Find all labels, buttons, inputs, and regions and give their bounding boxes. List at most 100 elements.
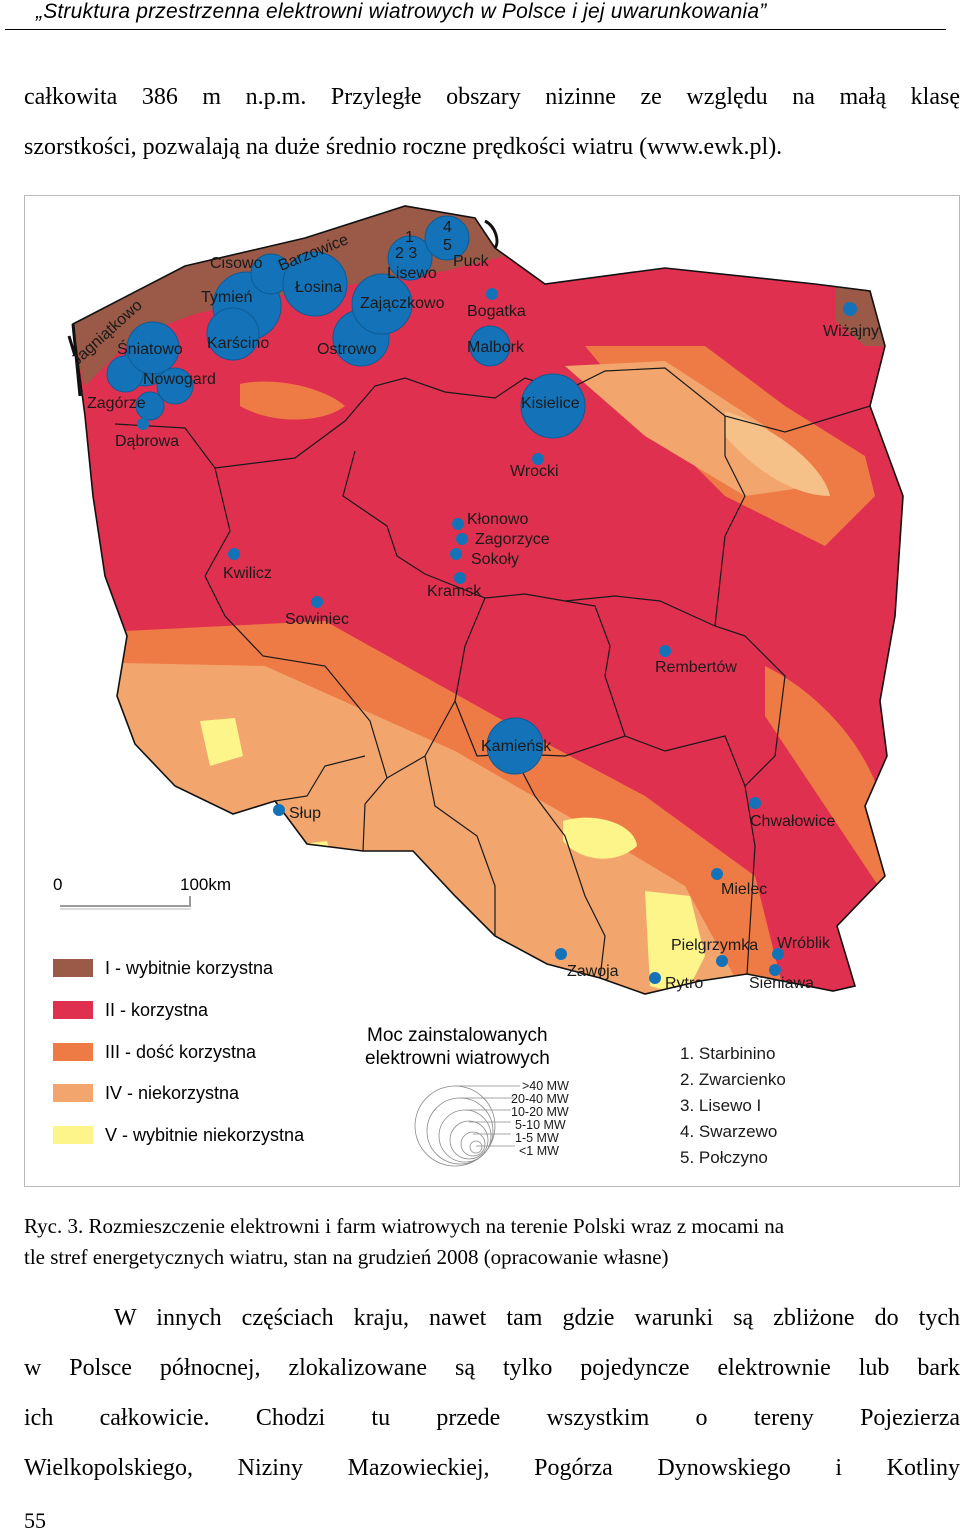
zone-iv-inner (725, 411, 830, 496)
scale-bar: 0 100km (53, 875, 231, 910)
label-rytro: Rytro (665, 975, 703, 992)
label-5: 5 (443, 237, 452, 254)
scale-end: 100km (180, 875, 231, 894)
body-line-4: Wielkopolskiego, Niziny Mazowieckiej, Po… (24, 1455, 960, 1481)
wind-farm-dots (137, 288, 857, 984)
power-class-2: 20-40 MW (511, 1092, 569, 1106)
label-rembertow: Rembertów (655, 659, 737, 676)
farm-zagorze (135, 391, 165, 421)
farm-kamiensk (486, 717, 544, 775)
zone-legend: I - wybitnie korzystna II - korzystna II… (53, 958, 305, 1145)
legend-label-ii: II - korzystna (105, 1000, 209, 1020)
label-pielgrzymka: Pielgrzymka (671, 937, 758, 954)
body-line-1: W innych częściach kraju, nawet tam gdzi… (114, 1305, 960, 1331)
label-karscino: Karścino (207, 335, 269, 352)
label-tymien: Tymień (201, 289, 253, 306)
label-klonowo: Kłonowo (467, 511, 528, 528)
zone-iii-east (765, 666, 885, 896)
header-rule (5, 29, 946, 30)
legend-swatch-iv (53, 1084, 93, 1102)
label-ostrowo: Ostrowo (317, 341, 377, 358)
label-zawoja: Zawoja (567, 963, 619, 980)
label-kwilicz: Kwilicz (223, 565, 272, 582)
legend-label-v: V - wybitnie niekorzystna (105, 1125, 305, 1145)
figure-caption: Ryc. 3. Rozmieszczenie elektrowni i farm… (24, 1211, 960, 1273)
caption-line-1: Ryc. 3. Rozmieszczenie elektrowni i farm… (24, 1214, 785, 1238)
power-title-line2: elektrowni wiatrowych (365, 1048, 550, 1069)
running-header: „Struktura przestrzenna elektrowni wiatr… (0, 0, 960, 34)
power-class-5: 1-5 MW (515, 1131, 559, 1145)
label-sniatowo: Śniatowo (117, 339, 183, 358)
intro-paragraph: całkowita 386 m n.p.m. Przyległe obszary… (24, 72, 960, 172)
power-class-6: <1 MW (519, 1144, 559, 1158)
farm-puck (424, 215, 470, 261)
power-legend: Moc zainstalowanych elektrowni wiatrowyc… (365, 1025, 569, 1167)
label-sokoly: Sokoły (471, 551, 519, 568)
label-1: 1 (405, 229, 414, 246)
power-class-4: 5-10 MW (515, 1118, 566, 1132)
label-losina: Łosina (295, 279, 342, 296)
site-4: 4. Swarzewo (680, 1122, 777, 1141)
label-mielec: Mielec (721, 881, 767, 898)
caption-line-2: tle stref energetycznych wiatru, stan na… (24, 1245, 669, 1269)
body-line-2: w Polsce północnej, zlokalizowane są tyl… (24, 1355, 960, 1381)
label-2-3: 2 3 (395, 245, 417, 262)
label-zagorzyce: Zagorzyce (475, 531, 550, 548)
legend-label-iii: III - dość korzystna (105, 1042, 257, 1062)
intro-line-1: całkowita 386 m n.p.m. Przyległe obszary… (24, 84, 960, 110)
label-dabrowa: Dąbrowa (115, 433, 179, 450)
farm-nowogard (156, 367, 194, 405)
label-zagorze: Zagórze (87, 395, 146, 412)
legend-swatch-iii (53, 1043, 93, 1061)
label-chwalowice: Chwałowice (750, 813, 835, 830)
label-sieniawa: Sieniawa (749, 975, 814, 992)
power-circles (414, 1085, 520, 1167)
intro-line-2: szorstkości, pozwalają na duże średnio r… (24, 134, 783, 160)
wind-zones-map: Barzowice Cisowo Jagniątkowo Tymień Łosi… (53, 205, 904, 1167)
label-sowiniec: Sowiniec (285, 611, 349, 628)
legend-label-i: I - wybitnie korzystna (105, 958, 274, 978)
label-kramsk: Kramsk (427, 583, 482, 600)
label-kisielice: Kisielice (521, 395, 580, 412)
zone-v-lower-silesia (200, 718, 243, 766)
label-wrocki: Wrocki (510, 463, 559, 480)
farm-karscino (206, 307, 260, 361)
site-1: 1. Starbinino (680, 1044, 775, 1063)
legend-swatch-i (53, 959, 93, 977)
zone-v-beskidy (645, 891, 705, 994)
label-wizajny: Wiżajny (823, 323, 879, 340)
label-slup: Słup (289, 805, 321, 822)
legend-swatch-ii (53, 1001, 93, 1019)
power-class-3: 10-20 MW (511, 1105, 569, 1119)
running-title: „Struktura przestrzenna elektrowni wiatr… (36, 0, 767, 23)
label-nowogard: Nowogard (143, 371, 216, 388)
numbered-sites-legend: 1. Starbinino 2. Zwarcienko 3. Lisewo I … (680, 1044, 786, 1167)
label-kamiensk: Kamieńsk (481, 738, 552, 755)
power-title-line1: Moc zainstalowanych (367, 1025, 548, 1046)
wind-zones-map-figure: Barzowice Cisowo Jagniątkowo Tymień Łosi… (24, 195, 960, 1187)
legend-label-iv: IV - niekorzystna (105, 1083, 240, 1103)
site-2: 2. Zwarcienko (680, 1070, 786, 1089)
site-5: 5. Połczyno (680, 1148, 768, 1167)
label-bogatka: Bogatka (467, 303, 526, 320)
farm-zajaczkowo (351, 273, 413, 335)
scale-start: 0 (53, 875, 62, 894)
body-line-3: ich całkowicie. Chodzi tu przede wszystk… (24, 1405, 960, 1431)
label-cisowo: Cisowo (210, 255, 263, 272)
site-3: 3. Lisewo I (680, 1096, 761, 1115)
label-lisewo: Lisewo (387, 265, 437, 282)
page-number: 55 (24, 1508, 46, 1533)
body-paragraph: W innych częściach kraju, nawet tam gdzi… (24, 1293, 960, 1493)
wind-farm-symbols (106, 215, 586, 775)
label-wroblik: Wróblik (777, 935, 831, 952)
voivodeship-borders (114, 367, 871, 979)
zone-iii-pomerania (240, 381, 345, 420)
power-class-1: >40 MW (522, 1079, 569, 1093)
farm-sniatowo (126, 321, 180, 375)
farm-malbork (469, 325, 511, 367)
legend-swatch-v (53, 1126, 93, 1144)
label-puck: Puck (453, 253, 490, 270)
label-4: 4 (443, 219, 452, 236)
farm-lisewo (387, 235, 433, 281)
coast-edge (67, 219, 499, 397)
